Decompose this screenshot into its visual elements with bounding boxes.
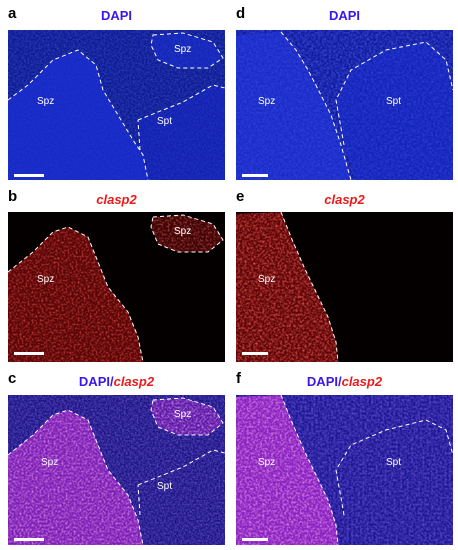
region-label: Spz (37, 96, 55, 107)
region-outline (8, 226, 144, 362)
micrograph-panel-e: Spz (236, 212, 453, 362)
scale-bar (14, 352, 44, 355)
micrograph-panel-d: Spz Spt (236, 30, 453, 180)
title-clasp2: clasp2 (96, 192, 137, 207)
micrograph-image-e (236, 212, 453, 362)
region-label: Spz (258, 274, 276, 285)
region-outline (8, 409, 144, 545)
micrograph-image-d (236, 30, 453, 180)
region-label: Spt (386, 96, 402, 107)
title-dapi: DAPI (100, 8, 133, 23)
title-clasp2: clasp2 (113, 374, 155, 389)
region-outline (150, 397, 224, 436)
panel-letter-f: f (236, 370, 241, 387)
region-label: Spz (37, 274, 55, 285)
panel-title-b: clasp2 (8, 192, 225, 207)
micrograph-image-c (8, 395, 225, 545)
region-label: Spz (41, 457, 59, 468)
region-label: Spz (174, 44, 192, 55)
region-label: Spt (157, 481, 173, 492)
panel-title-d: DAPI (236, 8, 453, 23)
region-label: Spz (174, 226, 192, 237)
panel-letter-a: a (8, 5, 17, 22)
panel-letter-c: c (8, 370, 17, 387)
scale-bar (14, 538, 44, 541)
panel-title-f: DAPI/clasp2 (236, 374, 453, 389)
region-label: Spz (174, 409, 192, 420)
region-label: Spt (386, 457, 402, 468)
title-dapi: DAPI/ (78, 374, 114, 389)
micrograph-image-a (8, 30, 225, 180)
region-outline (335, 419, 453, 516)
title-clasp2: clasp2 (324, 192, 365, 207)
micrograph-image-f (236, 395, 453, 545)
region-label: Spz (258, 96, 276, 107)
region-outline (137, 449, 225, 516)
title-dapi: DAPI/ (306, 374, 342, 389)
scale-bar (242, 538, 268, 541)
scale-bar (14, 174, 44, 177)
region-outline (137, 84, 225, 151)
panel-title-a: DAPI (8, 8, 225, 23)
panel-letter-d: d (236, 5, 246, 22)
micrograph-panel-c: Spz Spz Spt (8, 395, 225, 545)
region-outline (280, 212, 339, 362)
panel-letter-e: e (236, 188, 245, 205)
region-outline (280, 31, 352, 180)
scale-bar (242, 352, 268, 355)
scale-bar (242, 174, 268, 177)
region-outline (280, 395, 339, 545)
region-label: Spz (258, 457, 276, 468)
region-outline (150, 32, 224, 69)
micrograph-panel-b: Spz Spz (8, 212, 225, 362)
region-outline (150, 214, 224, 253)
region-outline (8, 49, 149, 180)
title-dapi: DAPI (328, 8, 361, 23)
region-label: Spt (157, 116, 173, 127)
panel-title-c: DAPI/clasp2 (8, 374, 225, 389)
micrograph-panel-a: Spz Spz Spt (8, 30, 225, 180)
micrograph-panel-f: Spz Spt (236, 395, 453, 545)
title-clasp2: clasp2 (341, 374, 383, 389)
panel-title-e: clasp2 (236, 192, 453, 207)
panel-letter-b: b (8, 188, 18, 205)
region-outline (335, 41, 453, 146)
micrograph-image-b (8, 212, 225, 362)
